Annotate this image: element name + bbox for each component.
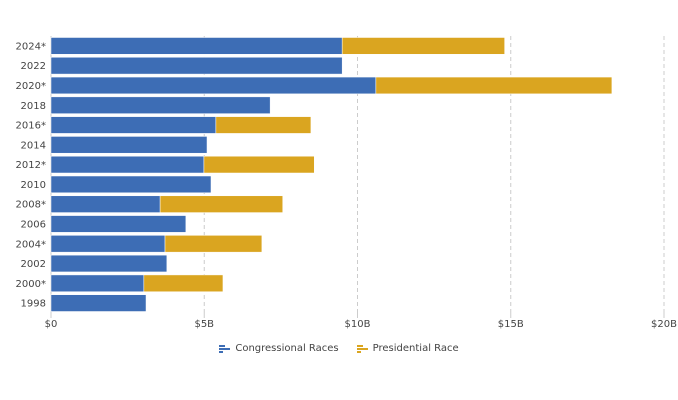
y-tick-label: 2018: [21, 101, 46, 112]
x-tick-label: $5B: [194, 319, 214, 330]
x-tick-label: $20B: [651, 319, 677, 330]
legend: Congressional Races Presidential Race: [0, 343, 678, 354]
bar-congressional: [50, 294, 147, 312]
bar-congressional: [50, 96, 271, 114]
bar-congressional: [50, 274, 145, 292]
bar-chart: $0 $5B $10B $15B $20B 2024* 2022 2020* 2018 2016*…: [16, 36, 677, 330]
y-tick-label: 2014: [21, 140, 46, 151]
x-tick-label: $15B: [498, 319, 524, 330]
y-tick-label: 2012*: [16, 160, 46, 171]
bar-congressional: [50, 155, 205, 174]
y-tick-label: 1998: [21, 299, 46, 310]
bar-congressional: [50, 235, 166, 253]
bar-congressional: [50, 57, 343, 75]
bar-congressional: [50, 254, 168, 273]
y-tick-label: 2006: [21, 219, 46, 230]
y-tick-label: 2022: [21, 61, 46, 72]
legend-item-presidential[interactable]: Presidential Race: [356, 343, 459, 354]
y-tick-label: 2010: [21, 180, 46, 191]
bar-congressional: [50, 195, 161, 213]
y-tick-label: 2002: [21, 259, 46, 270]
bar-congressional: [50, 37, 343, 55]
legend-label: Congressional Races: [235, 343, 339, 354]
y-tick-label: 2016*: [16, 121, 46, 132]
y-tick-label: 2008*: [16, 200, 46, 211]
bar-congressional: [50, 175, 212, 194]
y-tick-label: 2000*: [16, 279, 46, 290]
congressional-swatch-icon: [219, 344, 231, 354]
bar-congressional: [50, 116, 217, 134]
bar-congressional: [50, 136, 208, 154]
legend-label: Presidential Race: [372, 343, 459, 354]
legend-item-congressional[interactable]: Congressional Races: [219, 343, 339, 354]
bar-presidential: [159, 195, 283, 213]
bar-presidential: [203, 155, 315, 174]
x-tick-label: $10B: [345, 319, 371, 330]
presidential-swatch-icon: [356, 344, 368, 354]
bar-presidential: [341, 37, 505, 55]
bar-presidential: [375, 76, 613, 95]
y-tick-label: 2024*: [16, 41, 46, 52]
bar-presidential: [143, 274, 224, 292]
bar-presidential: [215, 116, 312, 134]
bar-presidential: [164, 235, 263, 253]
y-tick-label: 2004*: [16, 239, 46, 250]
bar-congressional: [50, 215, 187, 233]
x-tick-label: $0: [45, 319, 58, 330]
y-tick-label: 2020*: [16, 81, 46, 92]
bar-congressional: [50, 76, 377, 95]
